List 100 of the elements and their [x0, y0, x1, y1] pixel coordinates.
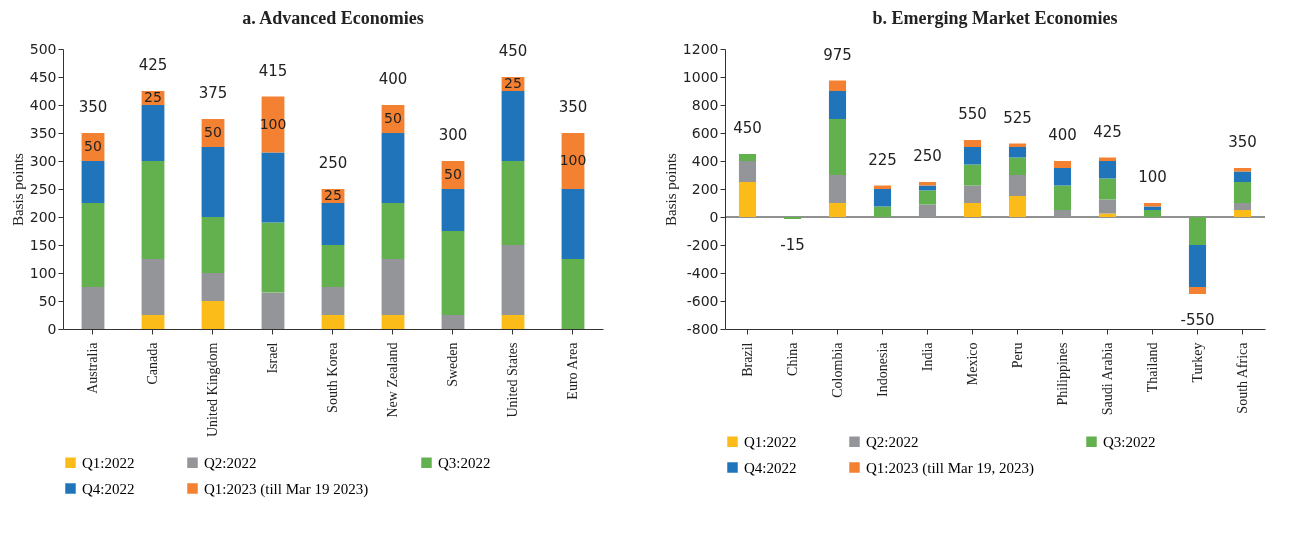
legend-label: Q4:2022 — [744, 459, 797, 476]
legend-label: Q4:2022 — [82, 480, 135, 497]
x-tick-label: Israel — [265, 342, 280, 374]
total-label: 100 — [1138, 168, 1167, 186]
bar — [81, 203, 105, 287]
bar — [141, 161, 165, 259]
bar — [918, 190, 937, 205]
bar — [561, 259, 585, 329]
bar — [1188, 217, 1207, 245]
total-label: 975 — [823, 45, 852, 64]
data-label: 25 — [144, 89, 162, 105]
data-label: 25 — [324, 187, 342, 203]
legend-label: Q1:2023 (till Mar 19, 2023) — [866, 459, 1034, 477]
bar — [873, 206, 892, 217]
x-tick-label: Peru — [1009, 342, 1025, 369]
total-label: 425 — [1093, 122, 1122, 141]
bar — [1188, 245, 1207, 287]
bar — [1098, 161, 1117, 179]
bar — [828, 203, 847, 217]
bar — [441, 189, 465, 231]
bar — [81, 287, 105, 329]
bar — [1053, 210, 1072, 217]
x-tick-label: Australia — [85, 341, 100, 394]
total-label: 300 — [438, 126, 468, 144]
bar — [201, 301, 225, 329]
bar — [783, 217, 802, 220]
y-tick-label: -800 — [686, 320, 719, 337]
bar — [561, 189, 585, 259]
x-tick-label: United Kingdom — [205, 342, 220, 437]
y-tick-label: 500 — [29, 40, 57, 57]
total-label: 525 — [1003, 108, 1032, 127]
y-tick-label: 350 — [29, 124, 57, 141]
bar — [1233, 171, 1252, 182]
y-tick-label: 200 — [691, 180, 719, 197]
total-label: 250 — [318, 154, 348, 172]
total-label: 350 — [558, 98, 588, 116]
bar — [1098, 178, 1117, 200]
y-tick-label: 800 — [691, 96, 719, 113]
bar — [141, 105, 165, 161]
y-tick-label: 100 — [29, 264, 57, 281]
total-label: 450 — [733, 119, 762, 137]
data-label: 50 — [84, 138, 102, 154]
bar — [1143, 210, 1162, 217]
bar — [81, 161, 105, 203]
x-tick-label: Thailand — [1144, 342, 1160, 393]
total-label: 400 — [378, 70, 408, 88]
x-tick-label: Turkey — [1189, 342, 1205, 383]
x-tick-label: Colombia — [829, 341, 845, 398]
bar — [963, 140, 982, 147]
bar — [1098, 199, 1117, 214]
total-label: 350 — [1228, 133, 1257, 151]
bar — [201, 273, 225, 301]
y-tick-label: 200 — [29, 208, 57, 225]
bar — [501, 161, 525, 245]
x-tick-label: India — [919, 341, 935, 372]
x-tick-label: Saudi Arabia — [1099, 341, 1115, 416]
y-tick-label: -400 — [686, 264, 719, 281]
bar — [141, 259, 165, 315]
total-label: 350 — [78, 98, 108, 116]
y-tick-label: 400 — [29, 96, 57, 113]
chart-title: a. Advanced Economies — [242, 8, 424, 28]
bar — [918, 204, 937, 217]
data-label: 50 — [444, 166, 462, 182]
bar — [1008, 196, 1027, 217]
bar — [1233, 168, 1252, 172]
bar — [738, 154, 757, 161]
bar — [321, 287, 345, 315]
bar — [1233, 203, 1252, 210]
bar — [441, 315, 465, 329]
y-tick-label: -200 — [686, 236, 719, 253]
total-label: 450 — [498, 42, 528, 60]
bar — [1008, 175, 1027, 196]
bar — [501, 91, 525, 161]
bar — [141, 315, 165, 329]
bar — [1233, 182, 1252, 203]
bar — [381, 315, 405, 329]
data-label: 50 — [384, 110, 402, 126]
y-tick-label: 1200 — [682, 40, 719, 57]
y-tick-label: 400 — [691, 152, 719, 169]
bar — [1233, 210, 1252, 217]
total-label: 425 — [138, 56, 168, 74]
bar — [738, 161, 757, 182]
bar — [873, 189, 892, 207]
bar — [828, 119, 847, 175]
legend-label: Q3:2022 — [1103, 433, 1156, 450]
bar — [261, 222, 285, 293]
bar — [261, 152, 285, 223]
bar — [321, 203, 345, 245]
x-tick-label: New Zealand — [385, 342, 400, 418]
legend-label: Q1:2022 — [82, 454, 135, 471]
legend-label: Q2:2022 — [204, 454, 257, 471]
y-tick-label: 0 — [709, 208, 719, 225]
bar — [1053, 161, 1072, 168]
data-label: 50 — [204, 124, 222, 140]
x-tick-label: Brazil — [739, 342, 755, 377]
y-axis-title: Basis points — [9, 152, 26, 226]
legend-label: Q3:2022 — [438, 454, 491, 471]
total-label: 400 — [1048, 126, 1077, 144]
y-tick-label: 450 — [29, 68, 57, 85]
bar — [201, 147, 225, 217]
